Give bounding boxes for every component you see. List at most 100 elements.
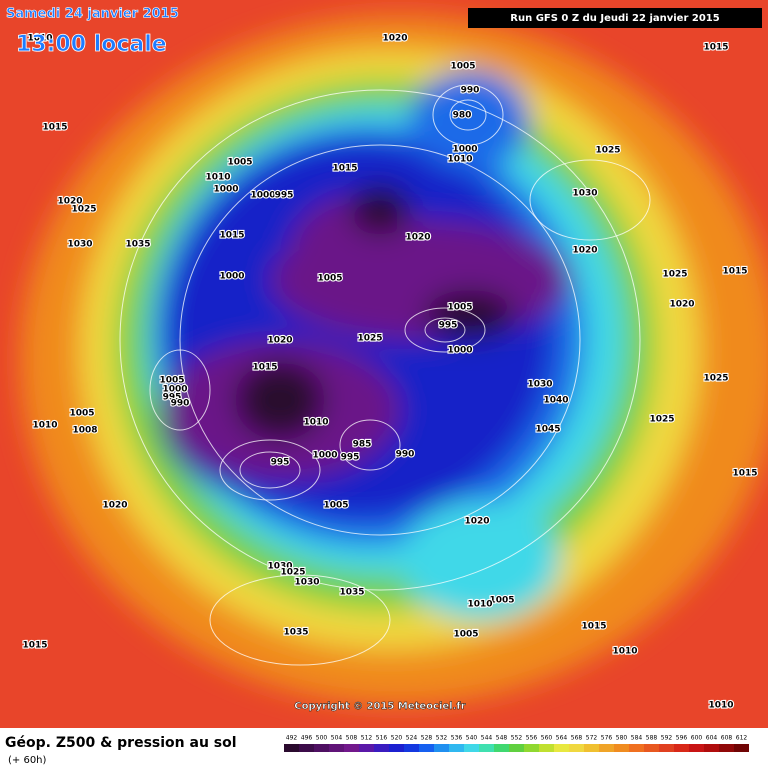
isobar-label: 1000 — [219, 272, 244, 282]
scale-label: 596 — [676, 735, 688, 742]
scale-label: 520 — [391, 735, 403, 742]
isobar-label: 995 — [439, 321, 458, 331]
scale-label: 588 — [646, 735, 658, 742]
isobar-label: 1000 — [452, 145, 477, 155]
scale-label: 552 — [511, 735, 523, 742]
isobar-label: 1015 — [722, 267, 747, 277]
isobar-label: 1005 — [227, 158, 252, 168]
isobar-label: 1025 — [649, 415, 674, 425]
scale-swatch — [584, 744, 599, 752]
scale-label: 524 — [406, 735, 418, 742]
isobar-labels: 1020101510101005990980100010101015100510… — [21, 32, 758, 711]
scale-label: 544 — [481, 735, 493, 742]
isobar-label: 1000 — [447, 346, 472, 356]
isobar-label: 1020 — [669, 300, 694, 310]
scale-swatch — [464, 744, 479, 752]
scale-swatch — [659, 744, 674, 752]
scale-swatch — [479, 744, 494, 752]
isobar-label: 1015 — [332, 164, 357, 174]
isobar-label: 1030 — [67, 240, 92, 250]
isobar-label: 1000 — [312, 451, 337, 461]
scale-swatch — [374, 744, 389, 752]
scale-label: 564 — [556, 735, 568, 742]
isobar-label: 1010 — [32, 421, 57, 431]
scale-label: 532 — [436, 735, 448, 742]
scale-label: 512 — [361, 735, 373, 742]
scale-swatch — [539, 744, 554, 752]
isobar-label: 1008 — [72, 426, 97, 436]
isobar-label: 1005 — [450, 62, 475, 72]
isobar-label: 1030 — [294, 578, 319, 588]
isobar-label: 1015 — [703, 43, 728, 53]
isobar-label: 1025 — [357, 334, 382, 344]
isobar-label: 1010 — [467, 600, 492, 610]
isobar-label: 1020 — [464, 517, 489, 527]
isobar-label: 1010 — [708, 701, 733, 711]
scale-label: 540 — [466, 735, 478, 742]
run-info: Run GFS 0 Z du Jeudi 22 janvier 2015 — [510, 13, 719, 24]
scale-swatch — [434, 744, 449, 752]
isobar-label: 1020 — [572, 246, 597, 256]
isobar-label: 1015 — [22, 641, 47, 651]
isobar-label: 1020 — [405, 233, 430, 243]
scale-label: 584 — [631, 735, 643, 742]
isobar-label: 1000 — [213, 185, 238, 195]
scale-swatch — [614, 744, 629, 752]
isobar-label: 1000 — [250, 191, 275, 201]
isobar-label: 1005 — [447, 303, 472, 313]
scale-swatch — [329, 744, 344, 752]
scale-swatch — [359, 744, 374, 752]
isobar-label: 1010 — [447, 155, 472, 165]
isobar-label: 1020 — [57, 197, 82, 207]
isobar-label: 1010 — [27, 34, 52, 44]
scale-swatch — [524, 744, 539, 752]
isobar-label: 1025 — [71, 205, 96, 215]
scale-label: 536 — [451, 735, 463, 742]
isobar-label: 1035 — [125, 240, 150, 250]
isobar-label: 990 — [461, 86, 480, 96]
isobar-label: 1015 — [732, 469, 757, 479]
scale-swatch — [644, 744, 659, 752]
footer-lead: (+ 60h) — [8, 755, 47, 766]
isobar-label: 1020 — [102, 501, 127, 511]
scale-label: 516 — [376, 735, 388, 742]
scale-swatch — [344, 744, 359, 752]
scale-label: 560 — [541, 735, 553, 742]
isobar-label: 1030 — [572, 189, 597, 199]
scale-swatch — [314, 744, 329, 752]
scale-label: 496 — [301, 735, 313, 742]
isobar-label: 1025 — [662, 270, 687, 280]
scale-label: 528 — [421, 735, 433, 742]
scale-swatch — [299, 744, 314, 752]
isobar-label: 1005 — [489, 596, 514, 606]
scale-swatch — [629, 744, 644, 752]
scale-swatch — [389, 744, 404, 752]
isobar-label: 1015 — [252, 363, 277, 373]
run-box — [468, 8, 762, 28]
isobar-label: 995 — [271, 458, 290, 468]
scale-swatch — [569, 744, 584, 752]
scale-swatch — [599, 744, 614, 752]
scale-swatch — [674, 744, 689, 752]
isobar-label: 995 — [163, 393, 182, 403]
scale-label: 548 — [496, 735, 508, 742]
scale-label: 608 — [721, 735, 733, 742]
valid-date: Samedi 24 janvier 2015 — [6, 7, 179, 22]
isobar-label: 1015 — [42, 123, 67, 133]
scale-label: 576 — [601, 735, 613, 742]
isobar-label: 1005 — [317, 274, 342, 284]
scale-label: 604 — [706, 735, 718, 742]
scale-swatch — [704, 744, 719, 752]
isobar-label: 1015 — [581, 622, 606, 632]
scale-swatch — [494, 744, 509, 752]
isobar-label: 1010 — [205, 173, 230, 183]
isobar-label: 1030 — [267, 562, 292, 572]
isobar-label: 990 — [171, 399, 190, 409]
color-scale: 492 496 500 504 508 512 516 520 524 528 532 536 540 5… — [284, 735, 749, 752]
isobar-label: 1005 — [159, 376, 184, 386]
valid-time: 13:00 locale — [16, 32, 167, 57]
scale-swatch — [689, 744, 704, 752]
isobar-label: 995 — [275, 191, 294, 201]
isobar-label: 1000 — [162, 385, 187, 395]
